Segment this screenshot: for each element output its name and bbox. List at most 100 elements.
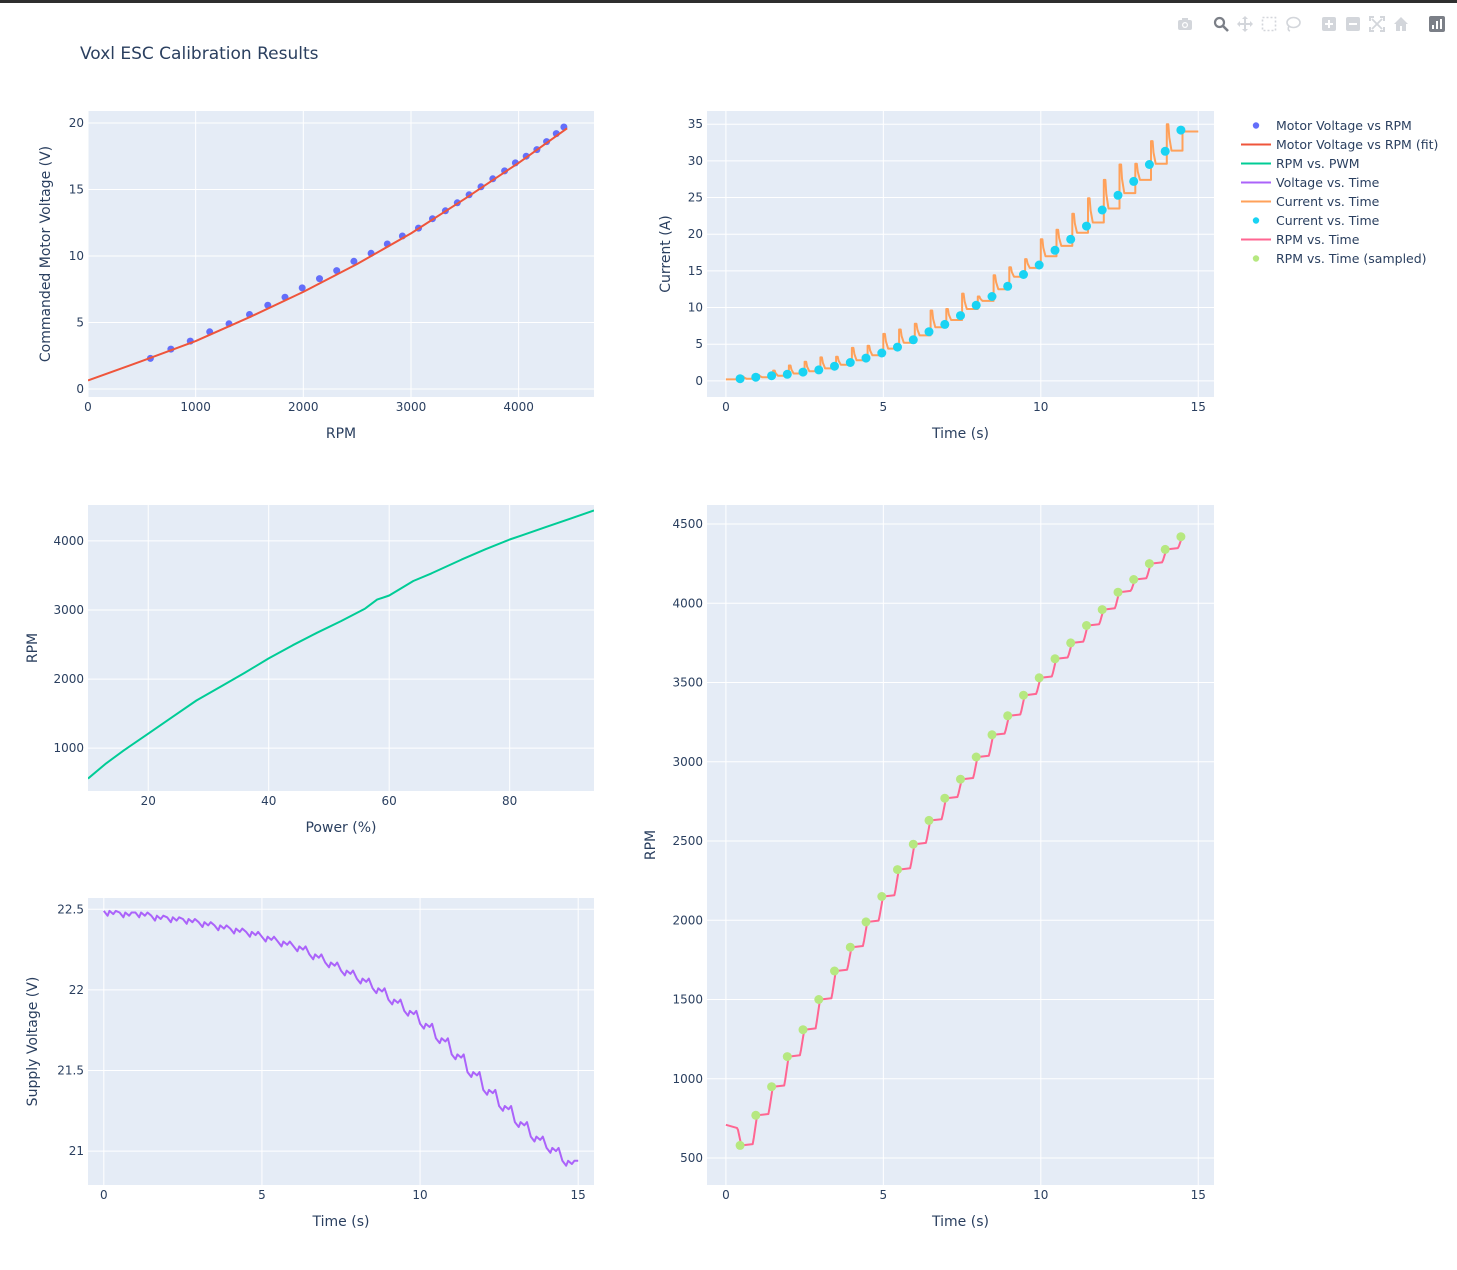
series-layer	[103, 909, 579, 1167]
x-axis-title: Time (s)	[931, 426, 989, 442]
x-tick-label: 10	[1033, 400, 1048, 414]
y-tick-label: 3000	[53, 603, 84, 617]
data-point	[1066, 638, 1076, 648]
legend-label: RPM vs. Time	[1276, 232, 1360, 247]
y-tick-label: 20	[688, 227, 703, 241]
legend-label: Current vs. Time	[1276, 213, 1380, 228]
y-axis-title: Current (A)	[658, 215, 674, 293]
x-tick-label: 0	[722, 400, 730, 414]
data-point	[861, 917, 871, 927]
legend-label: RPM vs. PWM	[1276, 156, 1360, 171]
legend-symbol	[1252, 217, 1260, 224]
series-layer	[725, 532, 1186, 1150]
legend-item[interactable]: RPM vs. Time	[1240, 230, 1438, 249]
y-tick-label: 15	[69, 182, 84, 196]
y-tick-label: 4500	[672, 517, 703, 531]
data-point	[751, 1110, 761, 1120]
y-tick-label: 10	[688, 301, 703, 315]
y-axis-title: Commanded Motor Voltage (V)	[38, 146, 54, 362]
y-axis-title: RPM	[643, 830, 659, 860]
y-tick-label: 35	[688, 117, 703, 131]
subplot-rpm_vs_power: 20 40 60 80 1000 2000 3000 4000 Power (%) RPM	[25, 505, 594, 836]
series-layer	[88, 509, 594, 780]
data-point	[971, 300, 981, 310]
data-point	[1050, 654, 1060, 664]
data-point	[924, 327, 934, 337]
plot-modebar	[1173, 14, 1449, 34]
data-point	[767, 1082, 777, 1092]
legend-item[interactable]: Current vs. Time	[1240, 192, 1438, 211]
legend-item[interactable]: Motor Voltage vs RPM (fit)	[1240, 135, 1438, 154]
data-point	[814, 365, 824, 375]
data-point	[298, 284, 306, 292]
data-point	[1176, 125, 1186, 135]
data-point	[735, 1140, 745, 1150]
data-point	[1129, 575, 1139, 584]
legend-label: Current vs. Time	[1276, 194, 1380, 209]
legend-label: RPM vs. Time (sampled)	[1276, 251, 1427, 266]
y-axis-title: RPM	[25, 633, 41, 663]
y-tick-label: 30	[688, 154, 703, 168]
plot-area	[88, 898, 594, 1185]
x-axis-title: Time (s)	[931, 1214, 989, 1230]
camera-icon[interactable]	[1173, 14, 1197, 34]
data-point	[1160, 146, 1170, 156]
zoom-out-icon[interactable]	[1341, 14, 1365, 34]
y-tick-label: 25	[688, 191, 703, 205]
x-tick-label: 5	[880, 400, 888, 414]
data-point	[893, 865, 902, 875]
y-tick-label: 3500	[672, 676, 703, 690]
x-axis-title: RPM	[326, 426, 356, 442]
series-layer	[725, 123, 1199, 384]
x-tick-label: 10	[412, 1188, 427, 1202]
x-tick-label: 5	[258, 1188, 266, 1202]
legend-item[interactable]: Motor Voltage vs RPM	[1240, 116, 1438, 135]
data-point	[1129, 176, 1139, 186]
autoscale-icon[interactable]	[1365, 14, 1389, 34]
subplot-supply_voltage_vs_time: 0 5 10 15 21 21.5 22 22.5 Time (s) Supply Voltage…	[25, 898, 594, 1230]
data-point	[316, 275, 323, 283]
zoom-in-icon[interactable]	[1317, 14, 1341, 34]
legend-label: Motor Voltage vs RPM (fit)	[1276, 137, 1439, 152]
series-line	[103, 909, 579, 1167]
data-point	[924, 815, 934, 825]
data-point	[1019, 690, 1028, 700]
y-tick-label: 10	[69, 249, 84, 263]
x-tick-label: 80	[502, 794, 517, 808]
legend-symbol	[1241, 181, 1271, 184]
x-tick-label: 2000	[288, 400, 319, 414]
plot-area	[707, 505, 1214, 1185]
reset-axes-icon[interactable]	[1389, 14, 1413, 34]
pan-icon[interactable]	[1233, 14, 1257, 34]
data-point	[782, 369, 792, 379]
series-line	[725, 123, 1199, 381]
legend: Motor Voltage vs RPM Motor Voltage vs RPM…	[1240, 116, 1438, 268]
x-tick-label: 60	[382, 794, 397, 808]
series-layer	[88, 123, 568, 382]
data-point	[1160, 544, 1170, 554]
data-point	[1097, 605, 1107, 615]
x-axis-title: Power (%)	[305, 820, 376, 836]
box-select-icon[interactable]	[1257, 14, 1281, 34]
data-point	[751, 372, 761, 382]
lasso-select-icon[interactable]	[1281, 14, 1305, 34]
y-tick-label: 22.5	[57, 902, 84, 916]
series-line	[88, 127, 568, 382]
data-point	[1082, 221, 1091, 231]
data-point	[861, 353, 871, 363]
plotly-logo-icon[interactable]	[1425, 14, 1449, 34]
y-tick-label: 4000	[672, 596, 703, 610]
legend-item[interactable]: Current vs. Time	[1240, 211, 1438, 230]
data-point	[1034, 673, 1044, 683]
x-tick-label: 40	[261, 794, 276, 808]
legend-item[interactable]: RPM vs. PWM	[1240, 154, 1438, 173]
y-tick-label: 21.5	[57, 1064, 84, 1078]
zoom-icon[interactable]	[1209, 14, 1233, 34]
data-point	[877, 892, 887, 901]
legend-symbol	[1252, 255, 1260, 262]
data-point	[735, 374, 745, 384]
y-tick-label: 22	[69, 983, 84, 997]
legend-item[interactable]: RPM vs. Time (sampled)	[1240, 249, 1438, 268]
legend-item[interactable]: Voltage vs. Time	[1240, 173, 1438, 192]
x-tick-label: 3000	[396, 400, 427, 414]
